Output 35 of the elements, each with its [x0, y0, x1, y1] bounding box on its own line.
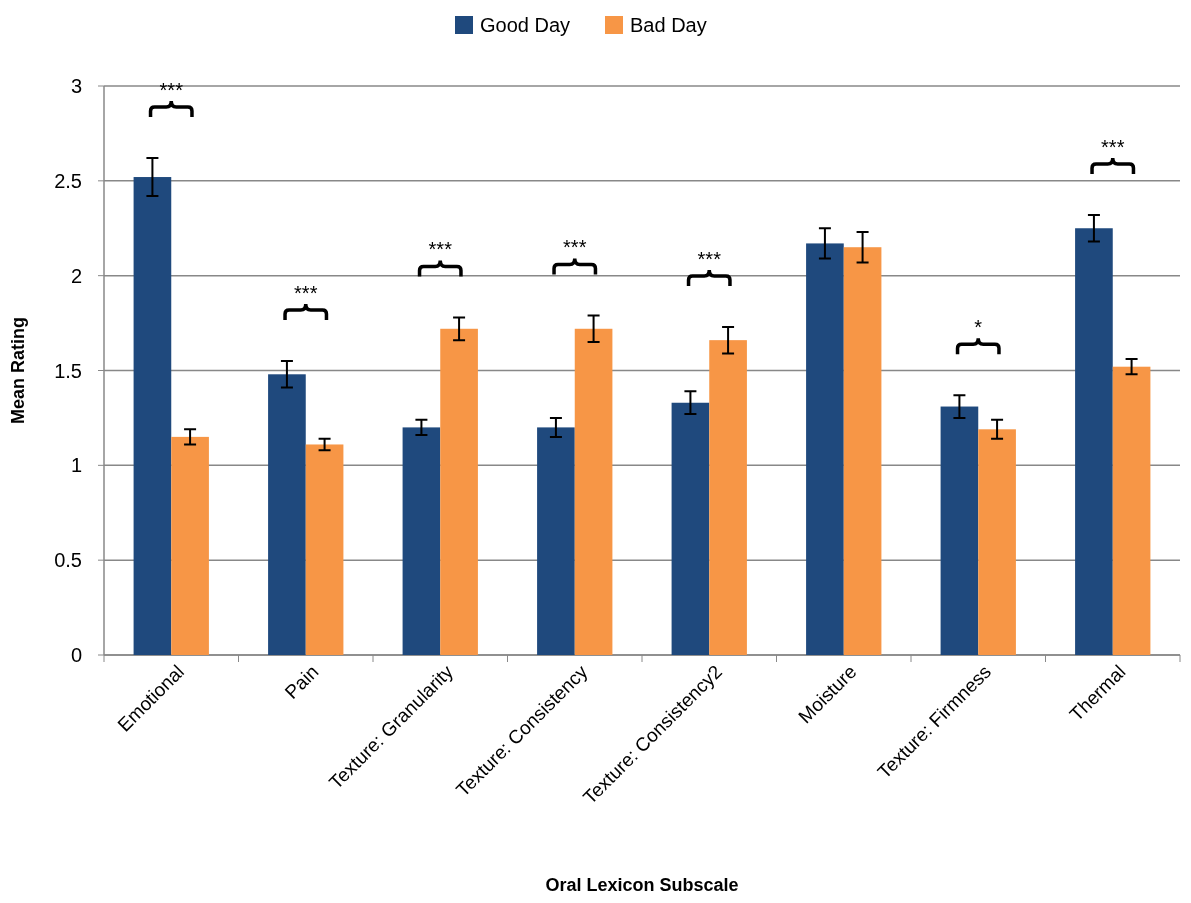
- bar: [843, 247, 882, 655]
- bar: [940, 406, 979, 655]
- annotation: ***: [428, 238, 453, 261]
- bar: [171, 436, 209, 655]
- bar: [806, 243, 844, 655]
- x-tick-label: Pain: [280, 660, 323, 703]
- y-tick-label: 3: [70, 75, 82, 97]
- bar: [574, 328, 613, 655]
- bar: [133, 177, 172, 655]
- annotation: ***: [697, 247, 722, 270]
- annotation: *: [974, 316, 983, 339]
- x-axis-title: Oral Lexicon Subscale: [545, 875, 739, 895]
- bar: [402, 427, 441, 655]
- bar: [1112, 366, 1151, 655]
- bar: [1075, 228, 1113, 655]
- bar: [537, 427, 575, 655]
- y-tick-label: 2.5: [54, 169, 82, 192]
- bar: [978, 429, 1016, 655]
- y-tick-label: 2: [70, 264, 82, 287]
- y-axis-title: Mean Rating: [8, 316, 28, 425]
- bar: [709, 340, 747, 655]
- bar: [305, 444, 344, 655]
- bar: [671, 402, 710, 655]
- annotation: ***: [1101, 135, 1125, 158]
- annotation: ***: [159, 79, 184, 102]
- annotation: ***: [294, 282, 318, 305]
- bar: [268, 374, 306, 655]
- annotation: ***: [563, 236, 587, 259]
- legend-label: Bad Day: [630, 14, 707, 36]
- y-tick-label: 0: [70, 644, 82, 666]
- y-tick-label: 0.5: [54, 549, 82, 572]
- y-tick-label: 1: [70, 454, 82, 477]
- legend-label: Good Day: [480, 14, 571, 36]
- y-tick-label: 1.5: [54, 359, 82, 382]
- bar: [440, 328, 478, 655]
